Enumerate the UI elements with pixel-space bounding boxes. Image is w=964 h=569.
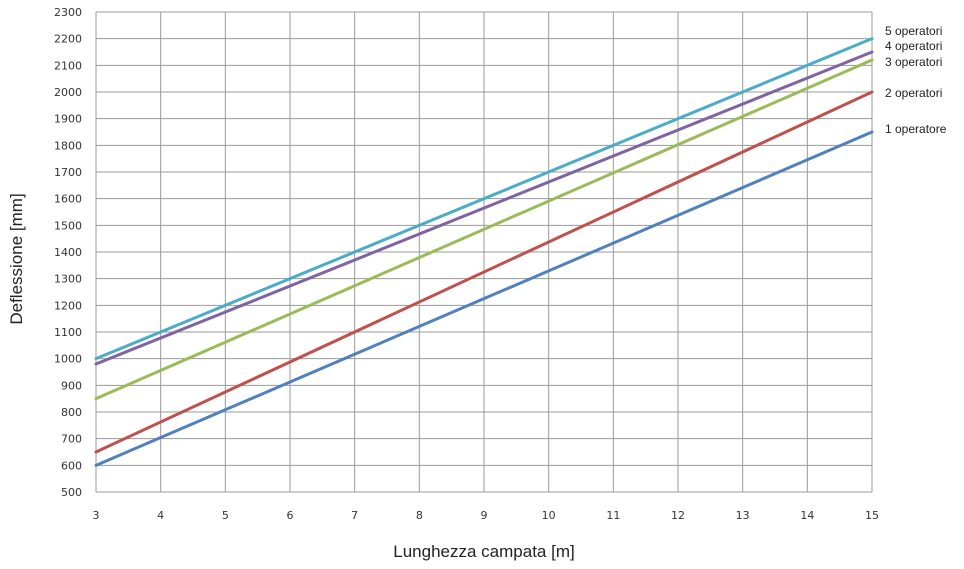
x-tick-label: 5 [222, 509, 229, 522]
x-tick-labels: 3 4 5 6 7 8 9 10 11 12 13 14 15 [93, 509, 880, 522]
x-tick-label: 3 [93, 509, 100, 522]
series-lines [94, 37, 874, 467]
series-label-4: 4 operatori [885, 39, 942, 53]
series-line-4 [94, 50, 874, 366]
y-axis-title: Deflessione [mm] [7, 193, 26, 324]
x-tick-label: 12 [671, 509, 685, 522]
y-tick-label: 800 [61, 406, 82, 419]
series-label-1: 1 operatore [885, 122, 947, 136]
y-tick-label: 2000 [54, 86, 82, 99]
y-tick-label: 1700 [54, 166, 82, 179]
x-tick-label: 10 [542, 509, 556, 522]
y-tick-label: 1400 [54, 246, 82, 259]
y-tick-label: 2100 [54, 59, 82, 72]
x-tick-label: 9 [481, 509, 488, 522]
x-axis-title: Lunghezza campata [m] [393, 542, 574, 561]
x-tick-label: 13 [736, 509, 750, 522]
y-tick-label: 1600 [54, 193, 82, 206]
y-tick-label: 900 [61, 379, 82, 392]
series-line-2 [94, 90, 874, 454]
y-tick-label: 1200 [54, 299, 82, 312]
x-tick-label: 11 [606, 509, 620, 522]
x-tick-label: 8 [416, 509, 423, 522]
series-labels: 1 operatore 2 operatori 3 operatori 4 opera… [885, 24, 947, 136]
grid [95, 11, 873, 493]
y-tick-label: 1900 [54, 113, 82, 126]
y-tick-label: 700 [61, 433, 82, 446]
series-label-5: 5 operatori [885, 24, 942, 38]
x-tick-label: 14 [800, 509, 814, 522]
x-tick-label: 4 [157, 509, 164, 522]
y-tick-label: 1800 [54, 139, 82, 152]
y-tick-label: 2200 [54, 33, 82, 46]
y-tick-label: 1000 [54, 353, 82, 366]
y-tick-label: 600 [61, 459, 82, 472]
y-tick-label: 1500 [54, 219, 82, 232]
series-line-1 [94, 130, 874, 467]
series-line-5 [94, 37, 874, 361]
x-tick-label: 15 [865, 509, 879, 522]
series-label-3: 3 operatori [885, 55, 942, 69]
y-tick-labels: 500 600 700 800 900 1000 1100 1200 1300 1400 1500 1… [54, 6, 82, 499]
y-tick-label: 2300 [54, 6, 82, 19]
x-tick-label: 7 [351, 509, 358, 522]
y-tick-label: 500 [61, 486, 82, 499]
x-tick-label: 6 [287, 509, 294, 522]
y-tick-label: 1300 [54, 273, 82, 286]
series-line-3 [94, 58, 874, 401]
y-tick-label: 1100 [54, 326, 82, 339]
series-label-2: 2 operatori [885, 86, 942, 100]
